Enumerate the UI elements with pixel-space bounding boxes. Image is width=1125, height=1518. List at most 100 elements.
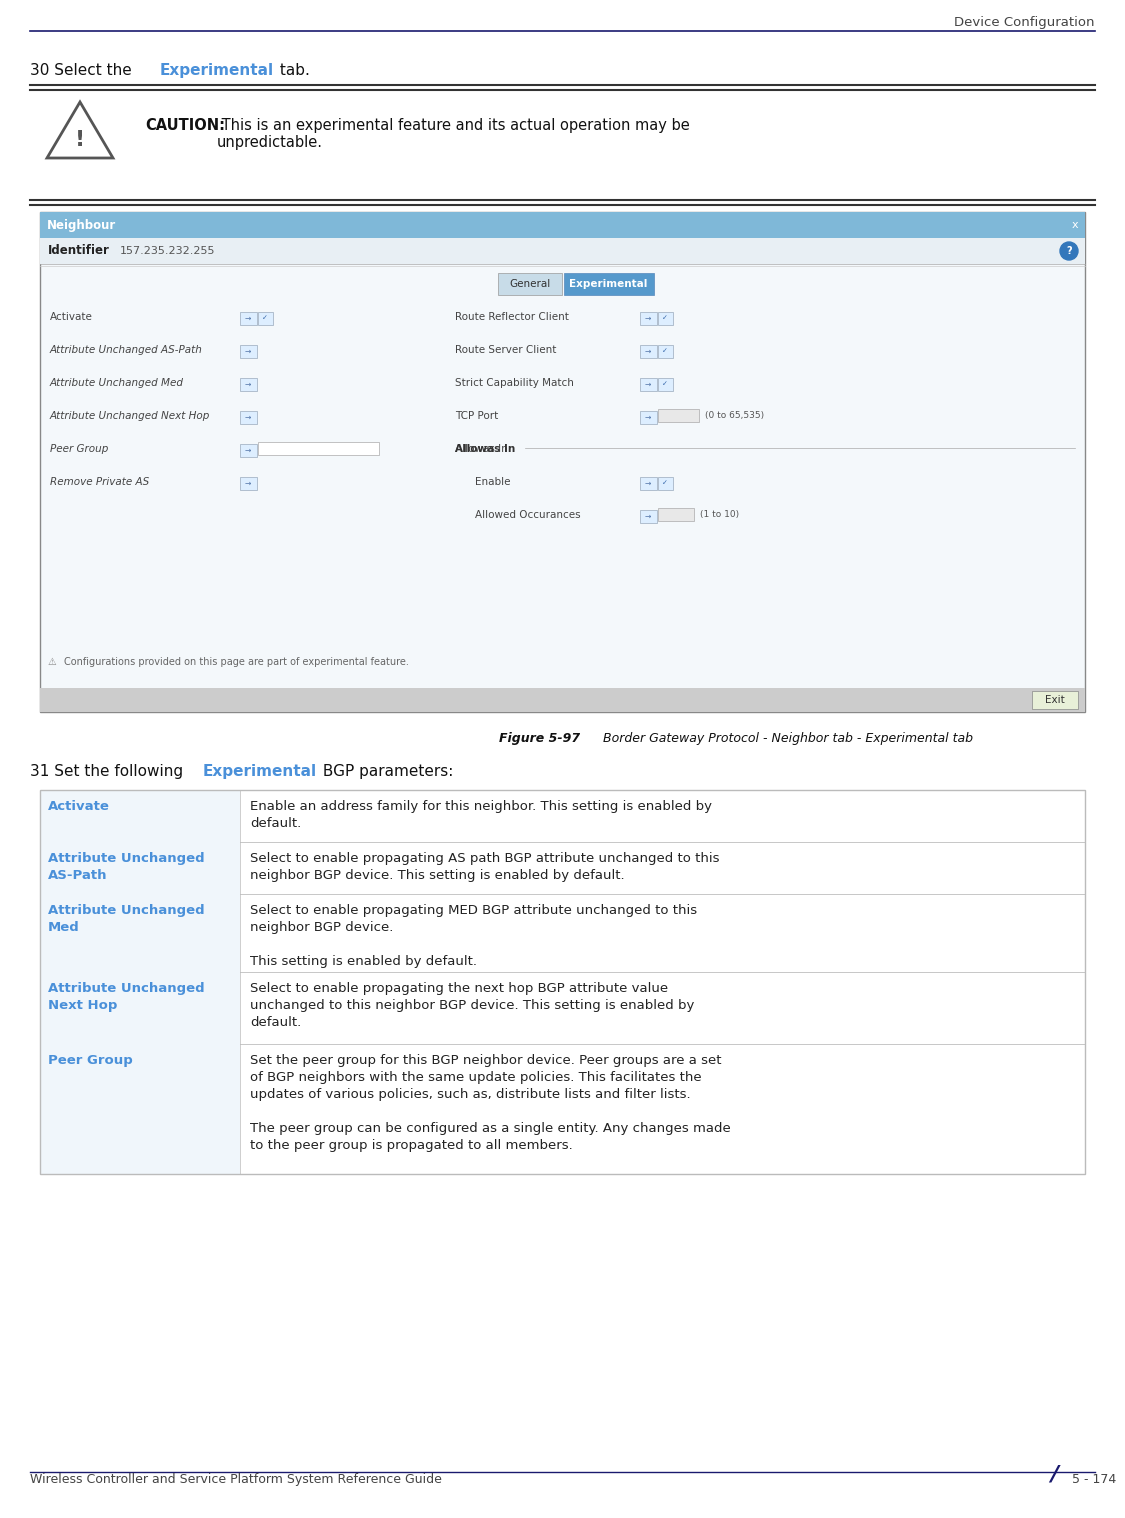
Text: 30 Select the: 30 Select the: [30, 64, 136, 77]
Text: ✓: ✓: [662, 480, 668, 486]
Text: Border Gateway Protocol - Neighbor tab - Experimental tab: Border Gateway Protocol - Neighbor tab -…: [595, 732, 973, 745]
FancyBboxPatch shape: [40, 1044, 1084, 1173]
Text: ?: ?: [1066, 246, 1072, 257]
FancyBboxPatch shape: [639, 410, 657, 424]
FancyBboxPatch shape: [657, 408, 699, 422]
FancyBboxPatch shape: [240, 477, 256, 489]
Text: ✓: ✓: [662, 348, 668, 354]
FancyBboxPatch shape: [240, 345, 256, 358]
Text: BGP parameters:: BGP parameters:: [318, 764, 453, 779]
Text: Experimental: Experimental: [160, 64, 274, 77]
Text: →: →: [245, 413, 251, 422]
FancyBboxPatch shape: [240, 378, 256, 390]
FancyBboxPatch shape: [40, 1044, 240, 1173]
FancyBboxPatch shape: [639, 477, 657, 489]
Text: Enable: Enable: [475, 477, 511, 487]
FancyBboxPatch shape: [40, 894, 240, 972]
FancyBboxPatch shape: [40, 213, 1084, 712]
Text: Experimental: Experimental: [202, 764, 317, 779]
Text: →: →: [245, 445, 251, 454]
Text: CAUTION:: CAUTION:: [145, 118, 225, 134]
FancyBboxPatch shape: [40, 213, 1084, 238]
Text: Select to enable propagating MED BGP attribute unchanged to this
neighbor BGP de: Select to enable propagating MED BGP att…: [250, 905, 698, 968]
Text: →: →: [245, 478, 251, 487]
FancyBboxPatch shape: [40, 972, 240, 1044]
FancyBboxPatch shape: [497, 273, 561, 294]
Text: ⚠: ⚠: [48, 657, 56, 666]
Text: →: →: [645, 314, 651, 322]
Text: Attribute Unchanged
Med: Attribute Unchanged Med: [48, 905, 205, 934]
Text: Route Reflector Client: Route Reflector Client: [455, 313, 569, 322]
FancyBboxPatch shape: [40, 842, 1084, 894]
FancyBboxPatch shape: [40, 894, 1084, 972]
Text: Attribute Unchanged Next Hop: Attribute Unchanged Next Hop: [50, 411, 210, 420]
FancyBboxPatch shape: [258, 442, 378, 454]
Text: General: General: [508, 279, 550, 288]
Text: Neighbour: Neighbour: [47, 219, 116, 232]
Text: Experimental: Experimental: [569, 279, 648, 288]
FancyBboxPatch shape: [639, 345, 657, 358]
Text: Allowed Occurances: Allowed Occurances: [475, 510, 580, 521]
Text: Strict Capability Match: Strict Capability Match: [455, 378, 574, 389]
Text: This is an experimental feature and its actual operation may be
unpredictable.: This is an experimental feature and its …: [217, 118, 690, 150]
Text: Peer Group: Peer Group: [48, 1053, 133, 1067]
Text: 157.235.232.255: 157.235.232.255: [120, 246, 216, 257]
FancyBboxPatch shape: [240, 311, 256, 325]
FancyBboxPatch shape: [564, 273, 654, 294]
FancyBboxPatch shape: [40, 238, 1084, 264]
Text: TCP Port: TCP Port: [455, 411, 498, 420]
Text: Enable an address family for this neighbor. This setting is enabled by
default.: Enable an address family for this neighb…: [250, 800, 712, 830]
Text: Attribute Unchanged AS-Path: Attribute Unchanged AS-Path: [50, 345, 202, 355]
Text: →: →: [645, 346, 651, 355]
Text: →: →: [645, 478, 651, 487]
Text: Route Server Client: Route Server Client: [455, 345, 557, 355]
FancyBboxPatch shape: [639, 378, 657, 390]
FancyBboxPatch shape: [240, 410, 256, 424]
Text: Device Configuration: Device Configuration: [954, 17, 1095, 29]
FancyBboxPatch shape: [40, 842, 240, 894]
FancyBboxPatch shape: [240, 443, 256, 457]
Text: 31 Set the following: 31 Set the following: [30, 764, 188, 779]
Circle shape: [1060, 241, 1078, 260]
Text: →: →: [645, 413, 651, 422]
Text: ✓: ✓: [262, 316, 268, 320]
Text: Select to enable propagating AS path BGP attribute unchanged to this
neighbor BG: Select to enable propagating AS path BGP…: [250, 852, 720, 882]
Text: Figure 5-97: Figure 5-97: [500, 732, 580, 745]
Text: →: →: [245, 314, 251, 322]
Text: tab.: tab.: [274, 64, 309, 77]
Text: Remove Private AS: Remove Private AS: [50, 477, 150, 487]
FancyBboxPatch shape: [657, 378, 673, 390]
Text: Wireless Controller and Service Platform System Reference Guide: Wireless Controller and Service Platform…: [30, 1472, 442, 1486]
FancyBboxPatch shape: [639, 311, 657, 325]
Text: Attribute Unchanged
Next Hop: Attribute Unchanged Next Hop: [48, 982, 205, 1013]
Text: ✓: ✓: [662, 381, 668, 387]
Text: Allowas In: Allowas In: [455, 443, 515, 454]
Text: Identifier: Identifier: [48, 244, 110, 258]
FancyBboxPatch shape: [657, 345, 673, 358]
Text: Activate: Activate: [50, 313, 93, 322]
Text: Select to enable propagating the next hop BGP attribute value
unchanged to this : Select to enable propagating the next ho…: [250, 982, 694, 1029]
FancyBboxPatch shape: [1032, 691, 1078, 709]
FancyBboxPatch shape: [40, 972, 1084, 1044]
FancyBboxPatch shape: [40, 688, 1084, 712]
Text: 5 - 174: 5 - 174: [1072, 1472, 1116, 1486]
FancyBboxPatch shape: [258, 311, 272, 325]
Text: !: !: [75, 131, 86, 150]
Text: Set the peer group for this BGP neighbor device. Peer groups are a set
of BGP ne: Set the peer group for this BGP neighbor…: [250, 1053, 731, 1152]
Text: ✓: ✓: [662, 316, 668, 320]
Text: (1 to 10): (1 to 10): [700, 510, 739, 519]
Text: Peer Group: Peer Group: [50, 443, 108, 454]
FancyBboxPatch shape: [657, 311, 673, 325]
Text: Configurations provided on this page are part of experimental feature.: Configurations provided on this page are…: [64, 657, 408, 666]
FancyBboxPatch shape: [40, 789, 1084, 842]
Text: Allowas In: Allowas In: [455, 443, 507, 454]
FancyBboxPatch shape: [40, 789, 240, 842]
Text: →: →: [645, 380, 651, 389]
FancyBboxPatch shape: [657, 477, 673, 489]
Text: /: /: [1050, 1463, 1059, 1485]
Text: →: →: [245, 346, 251, 355]
Text: Activate: Activate: [48, 800, 110, 814]
Text: Attribute Unchanged
AS-Path: Attribute Unchanged AS-Path: [48, 852, 205, 882]
Text: Attribute Unchanged Med: Attribute Unchanged Med: [50, 378, 184, 389]
FancyBboxPatch shape: [639, 510, 657, 522]
